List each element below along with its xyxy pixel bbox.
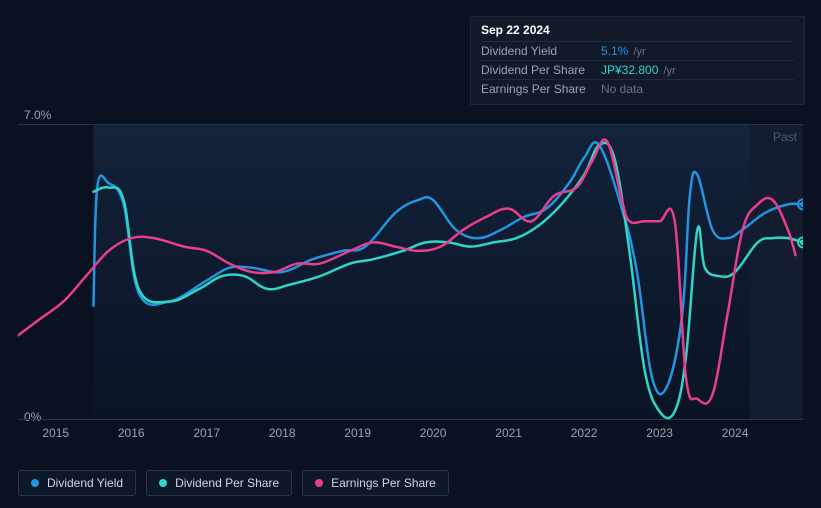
legend-dot-icon xyxy=(31,479,39,487)
legend-label: Dividend Per Share xyxy=(175,476,279,490)
legend-item[interactable]: Earnings Per Share xyxy=(302,470,449,496)
tooltip-value: No data xyxy=(601,82,643,96)
legend-item[interactable]: Dividend Per Share xyxy=(146,470,292,496)
x-axis-label: 2015 xyxy=(42,426,69,440)
x-axis-label: 2019 xyxy=(344,426,371,440)
tooltip-row: Dividend Per Share JP¥32.800 /yr xyxy=(481,60,794,79)
tooltip-date: Sep 22 2024 xyxy=(481,23,794,37)
line-chart[interactable] xyxy=(18,124,803,420)
chart-legend: Dividend Yield Dividend Per Share Earnings… xyxy=(18,470,449,496)
tooltip-label: Dividend Per Share xyxy=(481,63,591,77)
tooltip-value: JP¥32.800 /yr xyxy=(601,63,676,77)
y-axis-max: 7.0% xyxy=(24,108,51,122)
chart-area: 7.0% 0% Past 201520162017201820192020202… xyxy=(0,100,821,448)
tooltip-value: 5.1% /yr xyxy=(601,44,646,58)
tooltip-unit: /yr xyxy=(630,46,645,58)
x-axis-label: 2024 xyxy=(722,426,749,440)
x-axis-label: 2022 xyxy=(571,426,598,440)
x-axis-label: 2023 xyxy=(646,426,673,440)
x-axis-labels: 2015 2016 2017 2018 2019 2020 2021 2022 2023 2024 xyxy=(18,426,803,442)
legend-label: Earnings Per Share xyxy=(331,476,436,490)
legend-dot-icon xyxy=(159,479,167,487)
tooltip-row: Dividend Yield 5.1% /yr xyxy=(481,41,794,60)
legend-dot-icon xyxy=(315,479,323,487)
tooltip-row: Earnings Per Share No data xyxy=(481,79,794,98)
x-axis-label: 2018 xyxy=(269,426,296,440)
chart-tooltip: Sep 22 2024 Dividend Yield5.1% /yrDivide… xyxy=(470,16,805,105)
tooltip-label: Earnings Per Share xyxy=(481,82,591,96)
x-axis-label: 2017 xyxy=(193,426,220,440)
tooltip-label: Dividend Yield xyxy=(481,44,591,58)
legend-label: Dividend Yield xyxy=(47,476,123,490)
x-axis-label: 2021 xyxy=(495,426,522,440)
tooltip-unit: /yr xyxy=(660,65,675,77)
legend-item[interactable]: Dividend Yield xyxy=(18,470,136,496)
x-axis-label: 2016 xyxy=(118,426,145,440)
x-axis-label: 2020 xyxy=(420,426,447,440)
